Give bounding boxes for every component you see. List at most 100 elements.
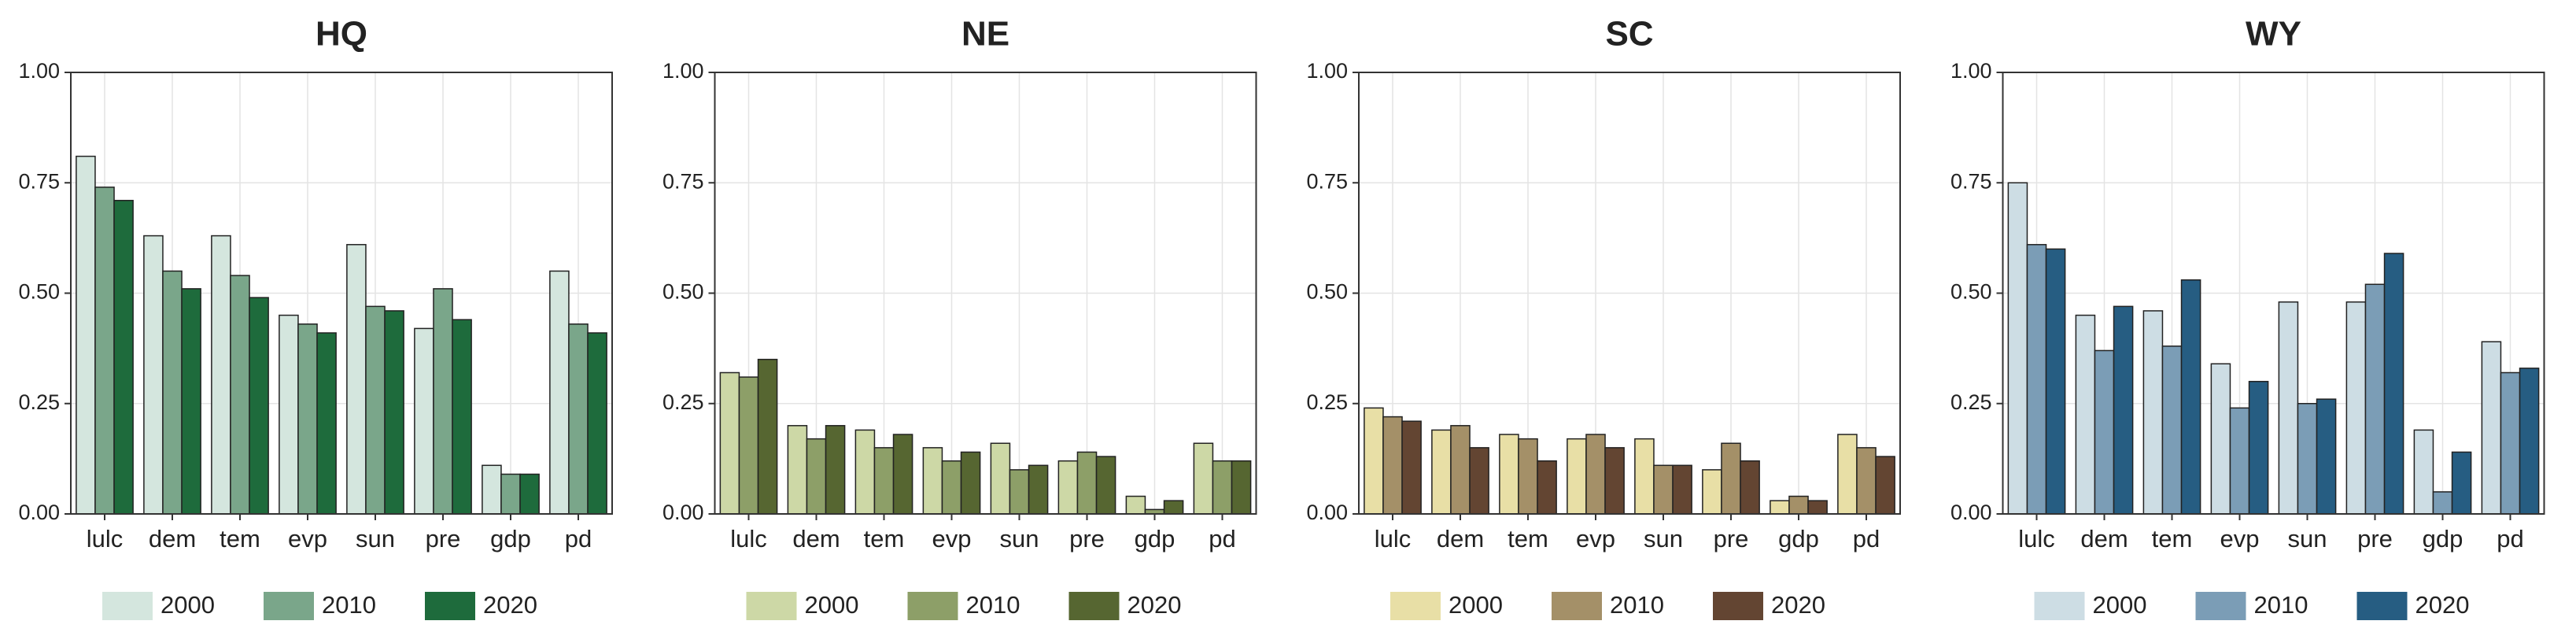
bar (2026, 244, 2047, 515)
bar (2519, 368, 2540, 515)
x-tick-label: pd (2497, 525, 2523, 552)
x-tick-label: pre (1069, 525, 1105, 552)
legend-swatch (2356, 592, 2408, 620)
bar (1604, 447, 1625, 515)
x-tick-label: dem (2080, 525, 2128, 552)
y-tick-label: 0.75 (1950, 169, 1992, 193)
bar (279, 314, 299, 515)
y-tick-label: 0.00 (662, 501, 704, 524)
bar (719, 371, 740, 515)
bar (346, 244, 367, 515)
bar (76, 155, 96, 515)
bar (941, 460, 962, 515)
x-tick-label: pre (1714, 525, 1749, 552)
legend-label: 2000 (161, 591, 215, 619)
bar (365, 305, 386, 515)
legend-swatch (264, 592, 314, 620)
bar (1788, 495, 1809, 515)
legend-swatch (1068, 592, 1120, 620)
legend-label: 2000 (805, 591, 859, 619)
bar (1450, 425, 1471, 515)
y-tick-label: 0.25 (1306, 390, 1348, 414)
x-tick-label: evp (2220, 525, 2260, 552)
x-tick-label: tem (2152, 525, 2193, 552)
legend-swatch (907, 592, 958, 620)
legend-label: 2010 (1610, 591, 1664, 619)
x-tick-label: evp (288, 525, 327, 552)
legend-swatch (102, 592, 153, 620)
bar (414, 327, 434, 515)
y-tick-label: 0.00 (1950, 501, 1992, 524)
bar (854, 429, 876, 515)
bar (452, 319, 472, 515)
chart-title: WY (2246, 15, 2301, 54)
bar (230, 275, 250, 515)
bar (549, 270, 570, 515)
chart-title: NE (961, 15, 1009, 54)
bar (2113, 305, 2134, 515)
bar (1567, 438, 1587, 515)
bar (2432, 491, 2453, 515)
x-tick-label: dem (1437, 525, 1484, 552)
bar (1057, 460, 1079, 515)
bar (1499, 434, 1519, 515)
y-tick-label: 0.25 (662, 390, 704, 414)
bar (587, 332, 607, 515)
legend-label: 2010 (322, 591, 376, 619)
x-tick-label: pre (426, 525, 461, 552)
y-tick-label: 1.00 (662, 59, 704, 83)
bar (2075, 314, 2096, 515)
bar (1702, 469, 1722, 515)
x-tick-label: tem (1508, 525, 1548, 552)
legend-swatch (1552, 592, 1602, 620)
bar (2481, 341, 2502, 515)
bar (2413, 429, 2434, 515)
bar (1875, 456, 1895, 515)
bar (1740, 460, 1760, 515)
bar (2180, 279, 2201, 515)
legend-swatch (1713, 592, 1763, 620)
bar (2045, 248, 2066, 515)
y-tick-label: 0.25 (18, 390, 60, 414)
x-tick-label: dem (149, 525, 196, 552)
bar (1653, 464, 1674, 515)
plot-frame (714, 72, 1257, 515)
bar (2451, 451, 2472, 515)
x-tick-label: lulc (2018, 525, 2055, 552)
chart-title: HQ (316, 15, 367, 54)
bar (1856, 447, 1877, 515)
bar (1431, 429, 1452, 515)
bar (1837, 434, 1858, 515)
bar (2383, 253, 2404, 515)
legend-swatch (425, 592, 475, 620)
bar (1009, 469, 1030, 515)
legend-label: 2020 (483, 591, 537, 619)
x-tick-label: evp (932, 525, 972, 552)
bar (892, 434, 913, 515)
y-tick-label: 1.00 (1306, 59, 1348, 83)
x-tick-label: sun (356, 525, 395, 552)
x-tick-label: pd (1209, 525, 1235, 552)
bar (2229, 407, 2250, 515)
bar (249, 297, 269, 515)
bar (1721, 442, 1741, 515)
bar (1469, 447, 1489, 515)
x-tick-label: evp (1576, 525, 1615, 552)
x-tick-label: tem (220, 525, 260, 552)
legend-label: 2020 (1771, 591, 1825, 619)
bar (1672, 464, 1692, 515)
bar (2500, 371, 2521, 515)
plot-frame (1358, 72, 1901, 515)
y-tick-label: 0.25 (1950, 390, 1992, 414)
bar (2007, 182, 2028, 515)
bar (1095, 456, 1116, 515)
bar (433, 288, 453, 515)
y-tick-label: 0.50 (1950, 280, 1992, 304)
bar (1401, 420, 1422, 515)
bar (2297, 403, 2318, 515)
legend-label: 2000 (1449, 591, 1503, 619)
x-tick-label: pre (2357, 525, 2393, 552)
bar (2142, 310, 2164, 515)
bar (1193, 442, 1214, 515)
